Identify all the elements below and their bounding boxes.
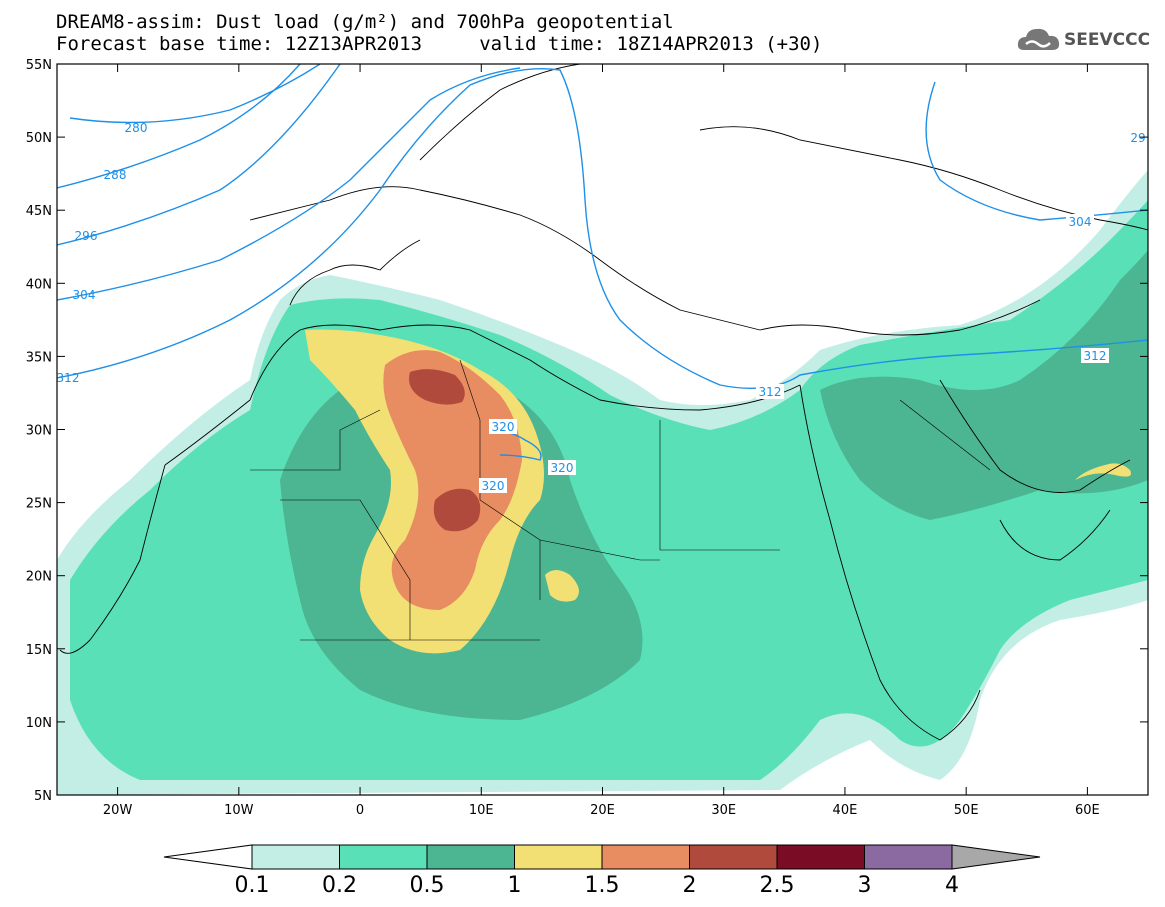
lat-tick-label: 45N bbox=[26, 204, 52, 219]
lat-tick-label: 35N bbox=[26, 350, 52, 365]
colorbar-label: 2.5 bbox=[760, 873, 795, 898]
contour-label: 320 bbox=[492, 420, 515, 434]
lat-tick-label: 30N bbox=[26, 424, 52, 439]
lat-tick-label: 55N bbox=[26, 58, 52, 73]
colorbar-label: 3 bbox=[858, 873, 872, 898]
longitude-ticks: 20W 10W 0 10E 20E 30E 40E 50E 60E bbox=[103, 64, 1100, 818]
dust-field bbox=[57, 170, 1148, 795]
coastlines bbox=[59, 64, 1148, 741]
colorbar: 0.1 0.2 0.5 1 1.5 2 2.5 3 4 bbox=[163, 844, 1041, 898]
contour-label: 304 bbox=[1069, 215, 1092, 229]
contour-label-box bbox=[479, 478, 507, 493]
contour-label-box bbox=[548, 460, 576, 475]
colorbar-segment bbox=[601, 844, 690, 870]
lon-tick-label: 10E bbox=[469, 803, 494, 818]
contour-label: 320 bbox=[482, 479, 505, 493]
contour-label: 312 bbox=[1084, 349, 1107, 363]
colorbar-label: 2 bbox=[683, 873, 697, 898]
colorbar-segment bbox=[864, 844, 953, 870]
colorbar-arrow-high bbox=[951, 844, 1041, 870]
contour-label: 312 bbox=[57, 371, 80, 385]
logo-text: SEEVCCC bbox=[1064, 30, 1151, 50]
lon-tick-label: 30E bbox=[711, 803, 736, 818]
colorbar-segment bbox=[339, 844, 428, 870]
contour-label-box bbox=[756, 384, 784, 399]
colorbar-label: 0.1 bbox=[235, 873, 270, 898]
dust-level-2 bbox=[433, 488, 481, 532]
contour-labels: 280 288 296 304 312 312 312 304 29 320 320 320 bbox=[57, 121, 1146, 493]
contour-label-box bbox=[489, 419, 517, 434]
colorbar-label: 4 bbox=[945, 873, 959, 898]
geopotential-contours bbox=[57, 64, 1148, 461]
colorbar-segment bbox=[689, 844, 778, 870]
lon-tick-label: 60E bbox=[1075, 803, 1100, 818]
contour-label: 296 bbox=[75, 229, 98, 243]
dust-level-1-5 bbox=[383, 350, 522, 610]
dust-level-1 bbox=[545, 570, 579, 602]
dust-level-0-5 bbox=[820, 250, 1148, 520]
contour-label: 312 bbox=[759, 385, 782, 399]
borders bbox=[250, 359, 991, 641]
contour-label: 29 bbox=[1130, 131, 1145, 145]
lon-tick-label: 10W bbox=[224, 803, 254, 818]
contour-label-box bbox=[1066, 214, 1094, 229]
colorbar-label: 1 bbox=[508, 873, 522, 898]
contour-label-box bbox=[1081, 348, 1109, 363]
seevccc-logo: SEEVCCC bbox=[1016, 24, 1156, 64]
colorbar-label: 1.5 bbox=[585, 873, 620, 898]
lon-tick-label: 20W bbox=[103, 803, 133, 818]
contour-label: 288 bbox=[104, 168, 127, 182]
lat-tick-label: 20N bbox=[26, 570, 52, 585]
lat-tick-label: 10N bbox=[26, 716, 52, 731]
lat-tick-label: 40N bbox=[26, 277, 52, 292]
lon-tick-label: 0 bbox=[356, 803, 364, 818]
lat-tick-label: 50N bbox=[26, 131, 52, 146]
dust-level-2 bbox=[409, 369, 465, 405]
lat-tick-label: 25N bbox=[26, 497, 52, 512]
colorbar-label: 0.5 bbox=[410, 873, 445, 898]
dust-level-1 bbox=[1075, 463, 1131, 480]
contour-label: 320 bbox=[551, 461, 574, 475]
map-title: DREAM8-assim: Dust load (g/m²) and 700hP… bbox=[56, 11, 674, 33]
colorbar-segment bbox=[251, 844, 340, 870]
latitude-ticks: 55N 50N 45N 40N 35N 30N 25N 20N 15N 10N 5N bbox=[26, 58, 1148, 804]
colorbar-segment bbox=[426, 844, 515, 870]
colorbar-arrow-low bbox=[163, 844, 253, 870]
lat-tick-label: 15N bbox=[26, 643, 52, 658]
forecast-time: Forecast base time: 12Z13APR2013 valid t… bbox=[56, 33, 823, 55]
contour-label: 280 bbox=[125, 121, 148, 135]
colorbar-segment bbox=[776, 844, 865, 870]
lat-tick-label: 5N bbox=[34, 789, 52, 804]
lon-tick-label: 50E bbox=[954, 803, 979, 818]
colorbar-segment bbox=[514, 844, 603, 870]
colorbar-label: 0.2 bbox=[322, 873, 357, 898]
contour-label: 304 bbox=[73, 288, 96, 302]
lon-tick-label: 40E bbox=[833, 803, 858, 818]
lon-tick-label: 20E bbox=[590, 803, 615, 818]
cloud-icon bbox=[1017, 28, 1060, 50]
